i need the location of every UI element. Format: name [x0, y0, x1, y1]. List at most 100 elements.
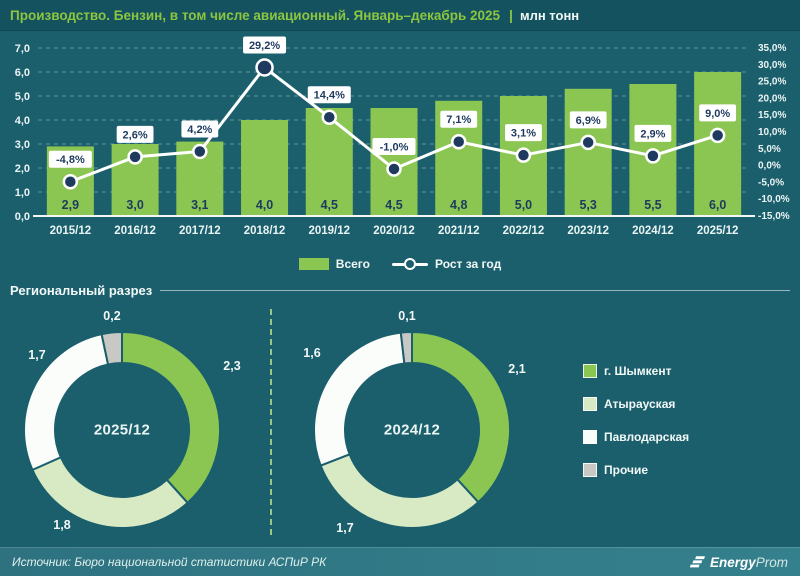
svg-text:20,0%: 20,0%: [758, 93, 786, 104]
svg-text:3,0: 3,0: [15, 139, 30, 151]
donut-slice: [100, 330, 123, 366]
donut-2025-value-atyrau: 1,8: [53, 518, 71, 532]
section-title: Региональный разрез: [10, 282, 153, 298]
svg-text:-15,0%: -15,0%: [758, 211, 790, 222]
svg-text:4,2%: 4,2%: [187, 124, 212, 136]
donut-slice: [399, 330, 413, 365]
growth-label-boxes: -4,8% 2,6% 4,2% 29,2% 14,4% -1,0% 7,1% 3,1% 6,9%…: [48, 36, 737, 168]
svg-text:15,0%: 15,0%: [758, 110, 786, 121]
svg-text:3,1: 3,1: [191, 198, 208, 212]
svg-text:5,3: 5,3: [579, 198, 596, 212]
combo-legend: Всего Рост за год: [0, 251, 800, 277]
svg-text:2019/12: 2019/12: [308, 225, 350, 237]
svg-text:25,0%: 25,0%: [758, 77, 786, 88]
legend-item-total: Всего: [298, 257, 370, 271]
svg-text:2018/12: 2018/12: [244, 225, 286, 237]
combo-chart-svg: 0,0 1,0 2,0 3,0 4,0 5,0 6,0 7,0 -15,0% -10,0% -5,0…: [15, 36, 790, 237]
svg-text:2025/12: 2025/12: [697, 225, 739, 237]
donut-chart-2024: [313, 330, 511, 529]
svg-text:2020/12: 2020/12: [373, 225, 415, 237]
svg-text:2023/12: 2023/12: [567, 225, 609, 237]
donut-slice: [319, 453, 480, 529]
svg-text:2,6%: 2,6%: [123, 129, 148, 141]
other-swatch-icon: [583, 463, 597, 477]
svg-text:0,0: 0,0: [15, 211, 30, 223]
svg-text:2,0: 2,0: [15, 163, 30, 175]
header-bar: Производство. Бензин, в том числе авиаци…: [0, 0, 800, 31]
energyprom-e-icon: [689, 556, 705, 568]
shymkent-swatch-icon: [583, 364, 597, 378]
unit-label: млн тонн: [519, 7, 580, 23]
donut-divider: [270, 309, 272, 535]
donut-slice: [313, 331, 406, 467]
regional-donuts: 2025/12 2024/12 2,3 1,8 1,7 0,2 2,1 1,7 …: [0, 301, 800, 547]
svg-text:9,0%: 9,0%: [705, 108, 730, 120]
svg-text:5,0: 5,0: [515, 198, 532, 212]
section-rule: [160, 289, 790, 291]
source-note: Источник: Бюро национальной статистики А…: [12, 555, 327, 569]
right-axis-labels: -15,0% -10,0% -5,0% 0,0% 5,0% 10,0% 15,0% 20,0%…: [758, 43, 790, 222]
svg-text:2022/12: 2022/12: [503, 225, 545, 237]
energyprom-logo: EnergyProm: [689, 554, 788, 570]
svg-text:7,1%: 7,1%: [446, 114, 471, 126]
svg-text:4,8: 4,8: [450, 198, 467, 212]
svg-text:6,0: 6,0: [15, 67, 30, 79]
donut-2025-period-label: 2025/12: [93, 421, 151, 439]
region-legend-item-atyrau: Атырауская: [583, 397, 689, 411]
donut-chart-2025: [23, 330, 221, 529]
growth-line-group: [62, 58, 726, 190]
pavlodar-swatch-icon: [583, 430, 597, 444]
svg-text:5,5: 5,5: [644, 198, 661, 212]
logo-text-bold: Energy: [709, 554, 756, 570]
region-legend-item-shymkent: г. Шымкент: [583, 364, 689, 378]
donut-2024-value-shymkent: 2,1: [508, 362, 526, 376]
svg-text:-4,8%: -4,8%: [56, 154, 85, 166]
donut-2025-value-shymkent: 2,3: [223, 359, 241, 373]
title-divider: |: [509, 7, 513, 23]
line-marker-icon: [391, 258, 428, 270]
footer-bar: Источник: Бюро национальной статистики А…: [0, 547, 800, 576]
production-combo-chart: 0,0 1,0 2,0 3,0 4,0 5,0 6,0 7,0 -15,0% -10,0% -5,0…: [0, 31, 800, 251]
donut-2024-value-other: 0,1: [398, 309, 416, 323]
donut-2025-value-other: 0,2: [103, 309, 121, 323]
svg-text:2015/12: 2015/12: [50, 225, 92, 237]
donut-2024-value-pavlodar: 1,6: [303, 346, 321, 360]
svg-text:5,0: 5,0: [15, 91, 30, 103]
svg-text:-1,0%: -1,0%: [380, 141, 409, 153]
logo-text-light: Prom: [755, 554, 788, 570]
bar-swatch-icon: [298, 258, 329, 270]
svg-text:3,0: 3,0: [126, 198, 143, 212]
svg-text:2,9: 2,9: [62, 198, 79, 212]
donut-2025-value-pavlodar: 1,7: [28, 348, 46, 362]
svg-text:3,1%: 3,1%: [511, 128, 536, 140]
legend-item-growth: Рост за год: [391, 257, 501, 271]
donut-slice: [411, 330, 511, 504]
svg-text:5,0%: 5,0%: [758, 144, 781, 155]
svg-text:4,5: 4,5: [385, 198, 402, 212]
atyrau-swatch-icon: [583, 397, 597, 411]
region-legend-item-pavlodar: Павлодарская: [583, 430, 689, 444]
svg-text:2021/12: 2021/12: [438, 225, 480, 237]
svg-text:0,0%: 0,0%: [758, 161, 781, 172]
donut-2024-period-label: 2024/12: [383, 421, 441, 439]
donut-2024-value-atyrau: 1,7: [336, 521, 354, 535]
region-legend-label: г. Шымкент: [604, 364, 672, 378]
region-legend-label: Прочие: [604, 463, 649, 477]
svg-text:6,0: 6,0: [709, 198, 726, 212]
svg-text:2,9%: 2,9%: [640, 128, 665, 140]
region-legend-label: Павлодарская: [604, 430, 690, 444]
page-title: Производство. Бензин, в том числе авиаци…: [10, 7, 501, 23]
svg-text:4,5: 4,5: [321, 198, 338, 212]
svg-text:30,0%: 30,0%: [758, 60, 786, 71]
left-axis-labels: 0,0 1,0 2,0 3,0 4,0 5,0 6,0 7,0: [15, 43, 30, 223]
svg-text:2024/12: 2024/12: [632, 225, 674, 237]
svg-text:-10,0%: -10,0%: [758, 194, 790, 205]
svg-text:7,0: 7,0: [15, 43, 30, 55]
regional-section-header: Региональный разрез: [0, 279, 800, 301]
svg-text:35,0%: 35,0%: [758, 43, 786, 54]
region-legend-label: Атырауская: [604, 397, 676, 411]
donut-slice: [121, 330, 221, 505]
svg-text:14,4%: 14,4%: [314, 90, 345, 102]
region-legend: г. Шымкент Атырауская Павлодарская Прочи…: [583, 364, 689, 477]
legend-label-total: Всего: [335, 257, 370, 271]
